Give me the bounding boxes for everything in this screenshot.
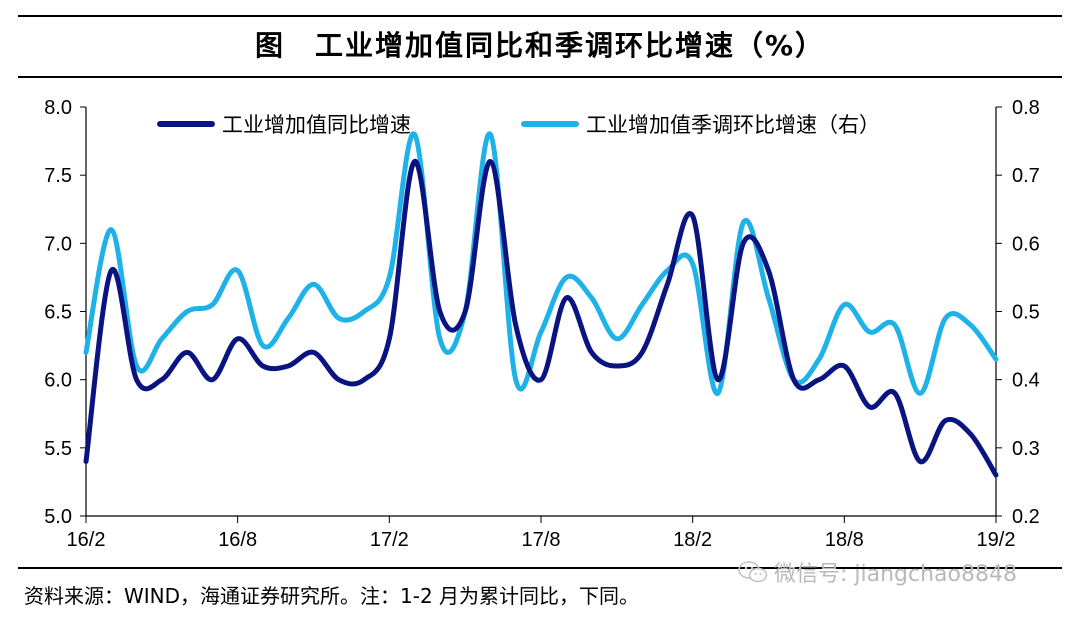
right-tick-label: 0.5 bbox=[1012, 302, 1040, 324]
watermark: 微信号: jiangchao8848 bbox=[738, 556, 1017, 588]
chart-series bbox=[83, 131, 999, 478]
left-tick-label: 6.5 bbox=[44, 302, 72, 324]
watermark-text: 微信号: jiangchao8848 bbox=[774, 562, 1017, 587]
chart-axes: 5.0 5.5 6.0 6.5 7.0 7.5 8.0 0.2 0.3 0.4 0.5 0.6 0.7 0… bbox=[44, 97, 1040, 551]
bottom-rule bbox=[18, 567, 1062, 569]
x-tick-label: 16/8 bbox=[218, 529, 257, 551]
series-line-yoy bbox=[83, 158, 999, 478]
x-tick-label: 17/8 bbox=[522, 529, 561, 551]
right-tick-label: 0.2 bbox=[1012, 506, 1040, 528]
legend-label: 工业增加值同比增速 bbox=[222, 113, 411, 137]
x-tick-label: 18/8 bbox=[825, 529, 864, 551]
left-tick-label: 5.0 bbox=[44, 506, 72, 528]
x-tick-label: 18/2 bbox=[673, 529, 712, 551]
top-rule bbox=[18, 15, 1062, 17]
wechat-icon bbox=[738, 561, 768, 583]
right-tick-label: 0.7 bbox=[1012, 165, 1040, 187]
right-tick-label: 0.6 bbox=[1012, 233, 1040, 255]
x-tick-label: 17/2 bbox=[370, 529, 409, 551]
right-tick-label: 0.8 bbox=[1012, 97, 1040, 119]
left-tick-label: 7.5 bbox=[44, 165, 72, 187]
left-tick-label: 8.0 bbox=[44, 97, 72, 119]
title-rule bbox=[18, 76, 1062, 78]
left-tick-label: 7.0 bbox=[44, 233, 72, 255]
legend-label: 工业增加值季调环比增速（右） bbox=[586, 113, 880, 137]
chart-legend: 工业增加值同比增速 工业增加值季调环比增速（右） bbox=[157, 113, 880, 137]
x-tick-label: 19/2 bbox=[977, 529, 1016, 551]
left-tick-label: 5.5 bbox=[44, 438, 72, 460]
series-line-qoq bbox=[83, 131, 999, 396]
right-tick-label: 0.3 bbox=[1012, 438, 1040, 460]
left-tick-label: 6.0 bbox=[44, 370, 72, 392]
chart-title: 图 工业增加值同比和季调环比增速（%） bbox=[254, 29, 826, 62]
x-tick-label: 16/2 bbox=[67, 529, 106, 551]
right-tick-label: 0.4 bbox=[1012, 370, 1040, 392]
source-note: 资料来源：WIND，海通证券研究所。注：1-2 月为累计同比，下同。 bbox=[24, 584, 640, 608]
line-chart: 5.0 5.5 6.0 6.5 7.0 7.5 8.0 0.2 0.3 0.4 0.5 0.6 0.7 0… bbox=[44, 97, 1040, 551]
